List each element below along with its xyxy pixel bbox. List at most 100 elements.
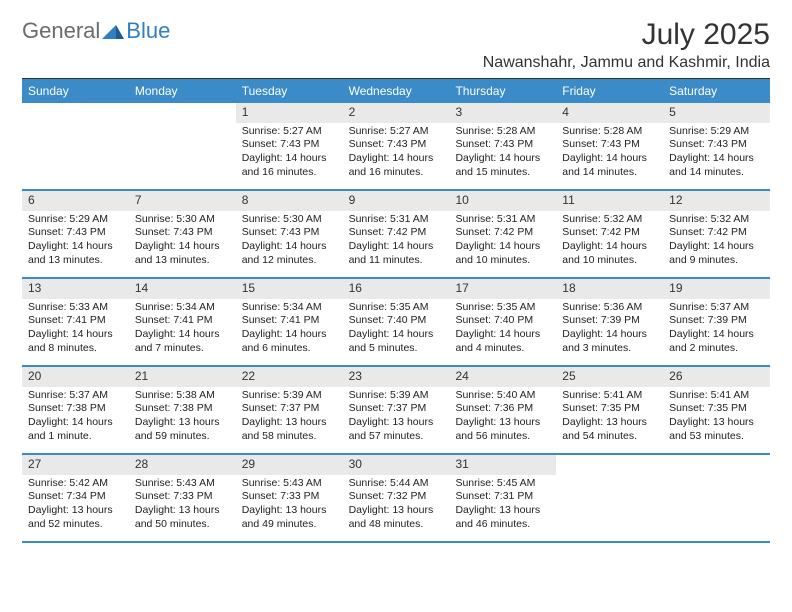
daylight-text: Daylight: 14 hours and 9 minutes. xyxy=(669,240,764,267)
sunrise-text: Sunrise: 5:27 AM xyxy=(242,125,337,139)
dow-tuesday: Tuesday xyxy=(236,79,343,103)
day-number: 24 xyxy=(449,367,556,387)
day-body: Sunrise: 5:45 AMSunset: 7:31 PMDaylight:… xyxy=(449,475,556,538)
sunrise-text: Sunrise: 5:30 AM xyxy=(242,213,337,227)
sunset-text: Sunset: 7:36 PM xyxy=(455,402,550,416)
sunrise-text: Sunrise: 5:39 AM xyxy=(242,389,337,403)
sunrise-text: Sunrise: 5:28 AM xyxy=(455,125,550,139)
day-body: Sunrise: 5:34 AMSunset: 7:41 PMDaylight:… xyxy=(129,299,236,362)
sunrise-text: Sunrise: 5:42 AM xyxy=(28,477,123,491)
week-row: 1Sunrise: 5:27 AMSunset: 7:43 PMDaylight… xyxy=(22,103,770,191)
daylight-text: Daylight: 14 hours and 13 minutes. xyxy=(28,240,123,267)
dow-monday: Monday xyxy=(129,79,236,103)
day-cell: 22Sunrise: 5:39 AMSunset: 7:37 PMDayligh… xyxy=(236,367,343,453)
daylight-text: Daylight: 14 hours and 4 minutes. xyxy=(455,328,550,355)
day-body: Sunrise: 5:44 AMSunset: 7:32 PMDaylight:… xyxy=(343,475,450,538)
daylight-text: Daylight: 14 hours and 14 minutes. xyxy=(669,152,764,179)
day-number: 10 xyxy=(449,191,556,211)
weeks-container: 1Sunrise: 5:27 AMSunset: 7:43 PMDaylight… xyxy=(22,103,770,543)
sunset-text: Sunset: 7:43 PM xyxy=(28,226,123,240)
daylight-text: Daylight: 14 hours and 11 minutes. xyxy=(349,240,444,267)
day-number: 21 xyxy=(129,367,236,387)
sunset-text: Sunset: 7:43 PM xyxy=(135,226,230,240)
daylight-text: Daylight: 14 hours and 13 minutes. xyxy=(135,240,230,267)
sunset-text: Sunset: 7:35 PM xyxy=(669,402,764,416)
sunset-text: Sunset: 7:43 PM xyxy=(562,138,657,152)
daylight-text: Daylight: 14 hours and 10 minutes. xyxy=(455,240,550,267)
daylight-text: Daylight: 14 hours and 8 minutes. xyxy=(28,328,123,355)
sunset-text: Sunset: 7:32 PM xyxy=(349,490,444,504)
daylight-text: Daylight: 14 hours and 6 minutes. xyxy=(242,328,337,355)
sunrise-text: Sunrise: 5:43 AM xyxy=(242,477,337,491)
logo-triangle-icon xyxy=(102,23,124,39)
day-body: Sunrise: 5:31 AMSunset: 7:42 PMDaylight:… xyxy=(449,211,556,274)
day-cell: 29Sunrise: 5:43 AMSunset: 7:33 PMDayligh… xyxy=(236,455,343,541)
sunset-text: Sunset: 7:37 PM xyxy=(242,402,337,416)
day-number: 5 xyxy=(663,103,770,123)
dow-thursday: Thursday xyxy=(449,79,556,103)
dow-wednesday: Wednesday xyxy=(343,79,450,103)
day-body: Sunrise: 5:37 AMSunset: 7:39 PMDaylight:… xyxy=(663,299,770,362)
day-cell: 9Sunrise: 5:31 AMSunset: 7:42 PMDaylight… xyxy=(343,191,450,277)
sunrise-text: Sunrise: 5:33 AM xyxy=(28,301,123,315)
day-cell: 13Sunrise: 5:33 AMSunset: 7:41 PMDayligh… xyxy=(22,279,129,365)
day-number: 26 xyxy=(663,367,770,387)
daylight-text: Daylight: 13 hours and 49 minutes. xyxy=(242,504,337,531)
daylight-text: Daylight: 13 hours and 48 minutes. xyxy=(349,504,444,531)
day-body: Sunrise: 5:32 AMSunset: 7:42 PMDaylight:… xyxy=(556,211,663,274)
sunrise-text: Sunrise: 5:29 AM xyxy=(28,213,123,227)
sunrise-text: Sunrise: 5:29 AM xyxy=(669,125,764,139)
sunset-text: Sunset: 7:38 PM xyxy=(28,402,123,416)
day-cell: 21Sunrise: 5:38 AMSunset: 7:38 PMDayligh… xyxy=(129,367,236,453)
day-cell: 24Sunrise: 5:40 AMSunset: 7:36 PMDayligh… xyxy=(449,367,556,453)
calendar: Sunday Monday Tuesday Wednesday Thursday… xyxy=(22,79,770,543)
day-cell: 12Sunrise: 5:32 AMSunset: 7:42 PMDayligh… xyxy=(663,191,770,277)
day-body: Sunrise: 5:31 AMSunset: 7:42 PMDaylight:… xyxy=(343,211,450,274)
day-cell: 11Sunrise: 5:32 AMSunset: 7:42 PMDayligh… xyxy=(556,191,663,277)
day-cell: 30Sunrise: 5:44 AMSunset: 7:32 PMDayligh… xyxy=(343,455,450,541)
day-number: 6 xyxy=(22,191,129,211)
day-body: Sunrise: 5:39 AMSunset: 7:37 PMDaylight:… xyxy=(236,387,343,450)
day-cell xyxy=(22,103,129,189)
day-number: 28 xyxy=(129,455,236,475)
sunset-text: Sunset: 7:42 PM xyxy=(669,226,764,240)
day-body: Sunrise: 5:29 AMSunset: 7:43 PMDaylight:… xyxy=(22,211,129,274)
daylight-text: Daylight: 13 hours and 52 minutes. xyxy=(28,504,123,531)
sunset-text: Sunset: 7:40 PM xyxy=(455,314,550,328)
day-cell: 31Sunrise: 5:45 AMSunset: 7:31 PMDayligh… xyxy=(449,455,556,541)
day-body: Sunrise: 5:34 AMSunset: 7:41 PMDaylight:… xyxy=(236,299,343,362)
week-row: 6Sunrise: 5:29 AMSunset: 7:43 PMDaylight… xyxy=(22,191,770,279)
day-cell: 8Sunrise: 5:30 AMSunset: 7:43 PMDaylight… xyxy=(236,191,343,277)
sunrise-text: Sunrise: 5:39 AM xyxy=(349,389,444,403)
daylight-text: Daylight: 13 hours and 53 minutes. xyxy=(669,416,764,443)
day-cell: 17Sunrise: 5:35 AMSunset: 7:40 PMDayligh… xyxy=(449,279,556,365)
logo: General Blue xyxy=(22,18,170,44)
sunrise-text: Sunrise: 5:31 AM xyxy=(455,213,550,227)
sunset-text: Sunset: 7:41 PM xyxy=(135,314,230,328)
day-body: Sunrise: 5:41 AMSunset: 7:35 PMDaylight:… xyxy=(663,387,770,450)
sunrise-text: Sunrise: 5:44 AM xyxy=(349,477,444,491)
day-number: 19 xyxy=(663,279,770,299)
sunrise-text: Sunrise: 5:34 AM xyxy=(135,301,230,315)
sunset-text: Sunset: 7:31 PM xyxy=(455,490,550,504)
day-number: 27 xyxy=(22,455,129,475)
day-number: 15 xyxy=(236,279,343,299)
day-number: 25 xyxy=(556,367,663,387)
title-block: July 2025 Nawanshahr, Jammu and Kashmir,… xyxy=(483,18,770,72)
day-number: 20 xyxy=(22,367,129,387)
day-body: Sunrise: 5:41 AMSunset: 7:35 PMDaylight:… xyxy=(556,387,663,450)
day-cell: 23Sunrise: 5:39 AMSunset: 7:37 PMDayligh… xyxy=(343,367,450,453)
daylight-text: Daylight: 14 hours and 3 minutes. xyxy=(562,328,657,355)
daylight-text: Daylight: 14 hours and 10 minutes. xyxy=(562,240,657,267)
day-body: Sunrise: 5:43 AMSunset: 7:33 PMDaylight:… xyxy=(236,475,343,538)
sunrise-text: Sunrise: 5:31 AM xyxy=(349,213,444,227)
day-number: 7 xyxy=(129,191,236,211)
day-body: Sunrise: 5:30 AMSunset: 7:43 PMDaylight:… xyxy=(236,211,343,274)
sunset-text: Sunset: 7:33 PM xyxy=(135,490,230,504)
sunrise-text: Sunrise: 5:38 AM xyxy=(135,389,230,403)
day-cell: 2Sunrise: 5:27 AMSunset: 7:43 PMDaylight… xyxy=(343,103,450,189)
dow-friday: Friday xyxy=(556,79,663,103)
day-body: Sunrise: 5:38 AMSunset: 7:38 PMDaylight:… xyxy=(129,387,236,450)
sunrise-text: Sunrise: 5:32 AM xyxy=(562,213,657,227)
day-cell: 6Sunrise: 5:29 AMSunset: 7:43 PMDaylight… xyxy=(22,191,129,277)
